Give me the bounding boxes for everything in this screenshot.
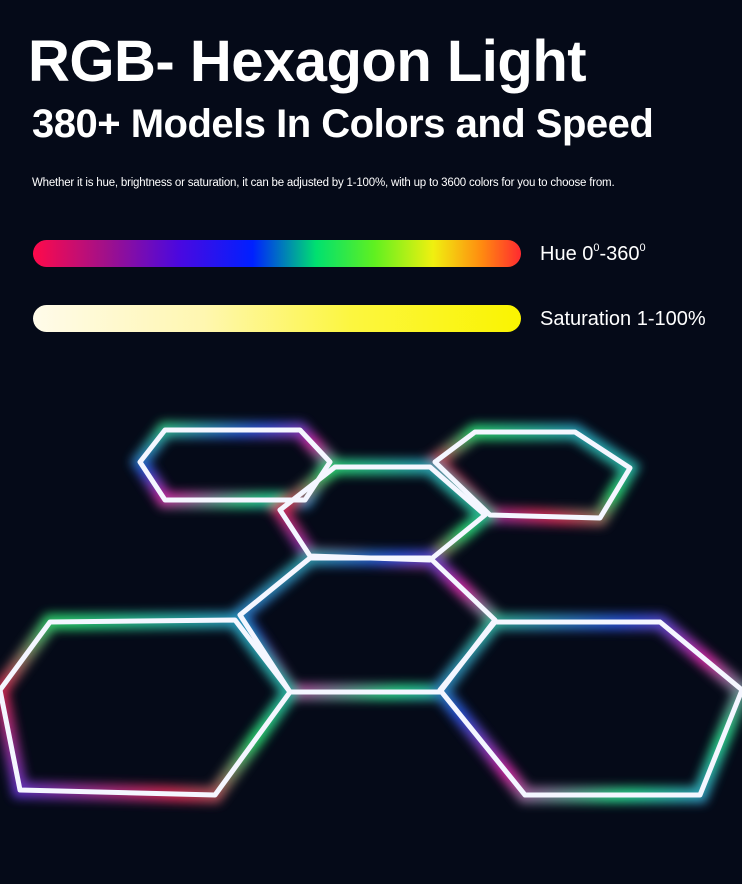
page-subtitle: 380+ Models In Colors and Speed bbox=[32, 102, 654, 146]
saturation-gradient-bar bbox=[33, 305, 521, 332]
description: Whether it is hue, brightness or saturat… bbox=[32, 177, 615, 189]
hexagon-tubes bbox=[0, 427, 742, 798]
page-title: RGB- Hexagon Light bbox=[28, 29, 587, 94]
hue-degree: 0 bbox=[639, 242, 646, 254]
hue-gradient-bar bbox=[33, 240, 521, 267]
hexagon-lights-photo bbox=[0, 422, 742, 804]
saturation-label: Saturation 1-100% bbox=[540, 308, 706, 330]
hue-label-range: -360 bbox=[599, 243, 640, 265]
hue-label: Hue 00-3600 bbox=[540, 242, 646, 266]
hue-label-text: Hue 0 bbox=[540, 243, 594, 265]
hue-degree: 0 bbox=[593, 242, 600, 254]
hexagon-glow bbox=[0, 422, 742, 804]
